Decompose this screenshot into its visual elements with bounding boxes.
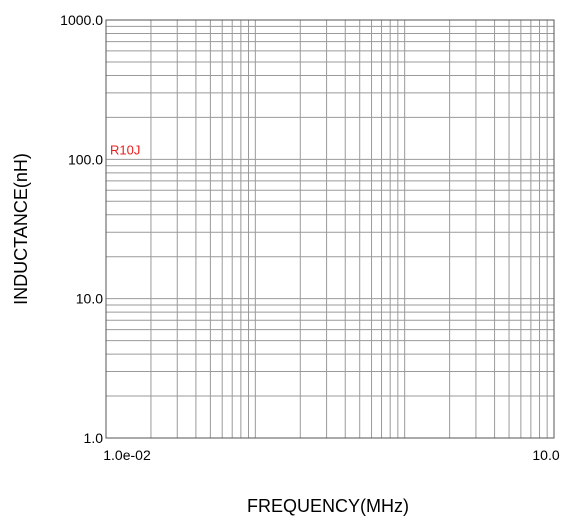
x-tick-label: 1.0e-02 (103, 447, 151, 463)
x-tick-label: 10.0 (532, 447, 559, 463)
grid (105, 20, 554, 439)
series-label-r10j: R10J (110, 142, 140, 157)
y-tick-label: 1.0 (84, 430, 104, 446)
x-axis-title: FREQUENCY(MHz) (247, 496, 409, 516)
y-tick-label: 10.0 (76, 291, 103, 307)
plot-frame (105, 19, 555, 439)
y-tick-label: 100.0 (68, 151, 103, 167)
y-tick-label: 1000.0 (60, 12, 103, 28)
y-axis-title: INDUCTANCE(nH) (11, 153, 31, 305)
